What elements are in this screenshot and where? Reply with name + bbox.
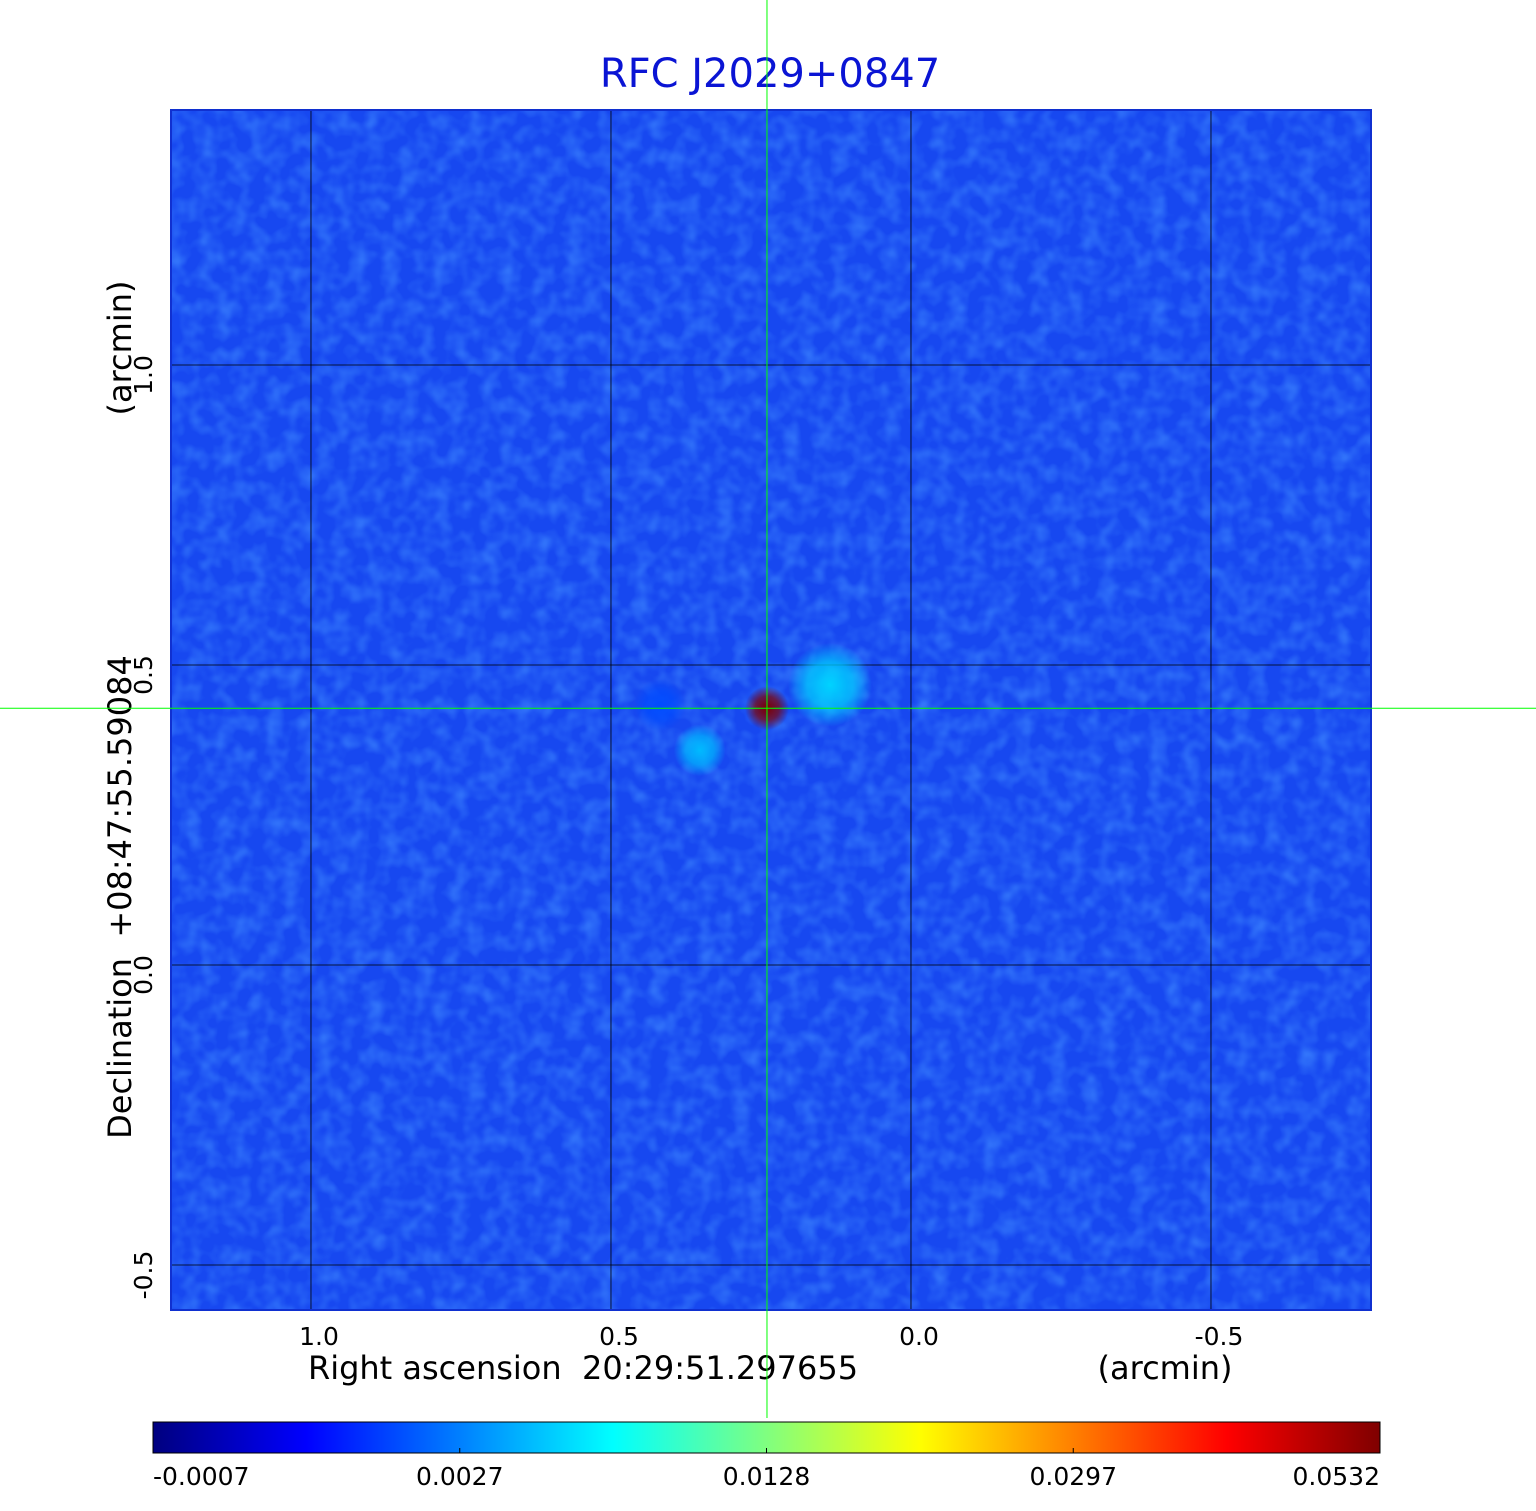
y-tick-label: 1.0	[129, 355, 158, 395]
x-tick-label: 1.0	[299, 1322, 339, 1351]
y-tick-label: 0.0	[129, 955, 158, 995]
colorbar-tick-label: 0.0532	[1293, 1462, 1380, 1491]
colorbar-tick-label: 0.0027	[416, 1462, 503, 1491]
colorbar	[152, 1421, 1381, 1454]
y-tick-label: 0.5	[129, 655, 158, 695]
y-axis-unit: (arcmin)	[101, 281, 139, 416]
x-tick-label: 0.5	[599, 1322, 639, 1351]
x-tick-label: -0.5	[1195, 1322, 1244, 1351]
colorbar-tick-label: 0.0128	[723, 1462, 810, 1491]
y-axis-label: Declination +08:47:55.59084	[101, 655, 139, 1139]
source	[634, 679, 687, 732]
x-axis-label: Right ascension 20:29:51.297655	[308, 1349, 858, 1387]
x-tick-label: 0.0	[899, 1322, 939, 1351]
colorbar-tick-label: -0.0007	[153, 1462, 250, 1491]
y-tick-label: -0.5	[129, 1251, 158, 1300]
x-axis-unit: (arcmin)	[1098, 1349, 1233, 1387]
colorbar-tick-label: 0.0297	[1030, 1462, 1117, 1491]
plot-frame	[170, 109, 1372, 1311]
source	[787, 642, 872, 727]
source	[673, 724, 726, 777]
chart-title: RFC J2029+0847	[600, 51, 940, 97]
